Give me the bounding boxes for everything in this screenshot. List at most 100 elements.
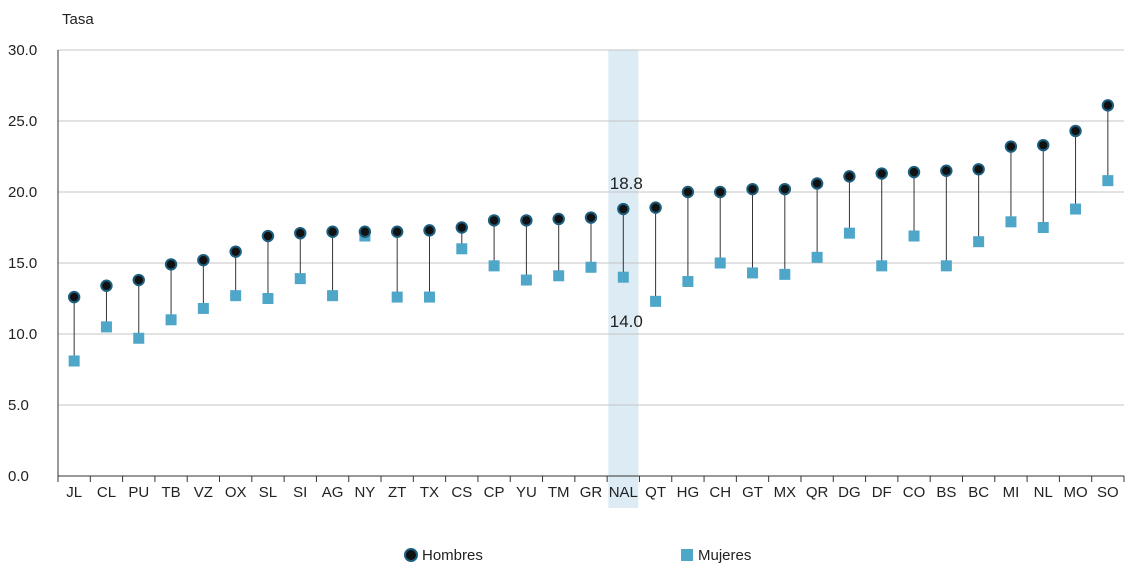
y-tick-label: 5.0	[8, 397, 29, 414]
x-tick-label: CL	[97, 484, 116, 501]
mujeres-point	[165, 314, 177, 326]
mujeres-point	[553, 270, 565, 282]
x-tick-label: DG	[838, 484, 861, 501]
hombres-point	[261, 229, 275, 243]
legend-marker-mujeres	[681, 549, 693, 561]
hombres-point	[1101, 99, 1115, 112]
hombres-point	[681, 185, 695, 199]
hombres-point	[907, 165, 921, 179]
legend-label-mujeres: Mujeres	[698, 547, 751, 564]
x-tick-label: CP	[484, 484, 505, 501]
mujeres-point	[650, 295, 662, 307]
mujeres-point	[843, 227, 855, 239]
legend-marker-hombres	[404, 548, 418, 562]
hombres-point	[520, 214, 533, 227]
hombres-point	[746, 182, 759, 196]
mujeres-point	[714, 257, 726, 269]
hombres-point	[940, 164, 953, 177]
x-tick-label: HG	[677, 484, 700, 501]
mujeres-point	[1070, 203, 1082, 215]
mujeres-point	[682, 275, 694, 287]
mujeres-point	[100, 321, 112, 333]
hombres-point	[326, 225, 339, 238]
mujeres-point	[230, 290, 242, 302]
axes	[57, 50, 1125, 482]
hombres-point	[197, 253, 210, 267]
data-label: 18.8	[610, 174, 643, 193]
x-tick-label: SL	[259, 484, 277, 501]
x-tick-label: NY	[354, 484, 375, 501]
x-tick-label: MO	[1063, 484, 1087, 501]
hombres-point	[67, 290, 81, 304]
mujeres-point	[747, 267, 759, 279]
legend-label-hombres: Hombres	[422, 547, 483, 564]
x-tick-label: PU	[128, 484, 149, 501]
x-tick-label: VZ	[194, 484, 213, 501]
x-tick-label: BS	[936, 484, 956, 501]
mujeres-point	[456, 243, 468, 255]
mujeres-point	[423, 291, 435, 303]
legend: Hombres Mujeres	[404, 547, 751, 564]
mujeres-point	[133, 332, 145, 344]
hombres-point	[487, 214, 501, 227]
hombres-point	[778, 182, 792, 196]
hombres-point	[358, 225, 372, 238]
mujeres-point	[197, 302, 209, 314]
y-tick-label: 0.0	[8, 468, 29, 485]
hombres-point	[1004, 140, 1018, 153]
legend-item-mujeres: Mujeres	[681, 547, 751, 564]
mujeres-point	[940, 260, 952, 272]
hombres-point	[423, 224, 436, 237]
hombres-point	[132, 273, 145, 287]
mujeres-point	[488, 260, 500, 272]
mujeres-point	[585, 261, 597, 273]
x-tick-label: YU	[516, 484, 537, 501]
hombres-point	[843, 170, 856, 183]
x-tick-label: GT	[742, 484, 763, 501]
y-tick-label: 30.0	[8, 42, 37, 59]
mujeres-point	[908, 230, 920, 242]
hombres-point	[810, 177, 824, 190]
x-tick-label: NL	[1034, 484, 1053, 501]
hombres-point	[1037, 138, 1050, 152]
hombres-point	[552, 212, 565, 226]
x-tick-label: CH	[709, 484, 731, 501]
y-tick-label: 25.0	[8, 113, 37, 130]
mujeres-point	[1037, 222, 1049, 233]
hombres-point	[649, 201, 662, 214]
x-tick-label: CO	[903, 484, 926, 501]
hombres-point	[229, 245, 242, 258]
x-tick-label: BC	[968, 484, 989, 501]
x-tick-label: SO	[1097, 484, 1119, 501]
mujeres-point	[391, 291, 403, 303]
hombres-point	[455, 221, 468, 234]
x-tick-label: AG	[322, 484, 344, 501]
x-tick-label: CS	[451, 484, 472, 501]
mujeres-point	[1005, 216, 1017, 228]
x-tick-label: TB	[161, 484, 180, 501]
hombres-point	[584, 211, 598, 224]
hombres-point	[875, 167, 888, 180]
legend-item-hombres: Hombres	[404, 547, 483, 564]
x-tick-label: QT	[645, 484, 666, 501]
data-label: 14.0	[610, 312, 643, 331]
mujeres-point	[1102, 175, 1114, 187]
hombres-point	[100, 279, 113, 292]
hombres-point	[164, 258, 178, 271]
x-tick-label: GR	[580, 484, 603, 501]
y-tick-label: 20.0	[8, 184, 37, 201]
mujeres-point	[68, 355, 80, 367]
x-tick-label: ZT	[388, 484, 406, 501]
x-tick-label: MX	[774, 484, 797, 501]
x-tick-label: TM	[548, 484, 570, 501]
x-tick-label: TX	[420, 484, 439, 501]
y-tick-label: 10.0	[8, 326, 37, 343]
data-marks	[67, 99, 1115, 367]
mujeres-point	[779, 268, 791, 280]
x-tick-label: OX	[225, 484, 247, 501]
x-tick-label: SI	[293, 484, 307, 501]
hombres-point	[1069, 124, 1082, 138]
mujeres-point	[617, 271, 629, 283]
labels: 0.0 5.0 10.0 15.0 20.0 25.0 30.0 JL CL PU TB VZ OX SL…	[8, 42, 1119, 501]
